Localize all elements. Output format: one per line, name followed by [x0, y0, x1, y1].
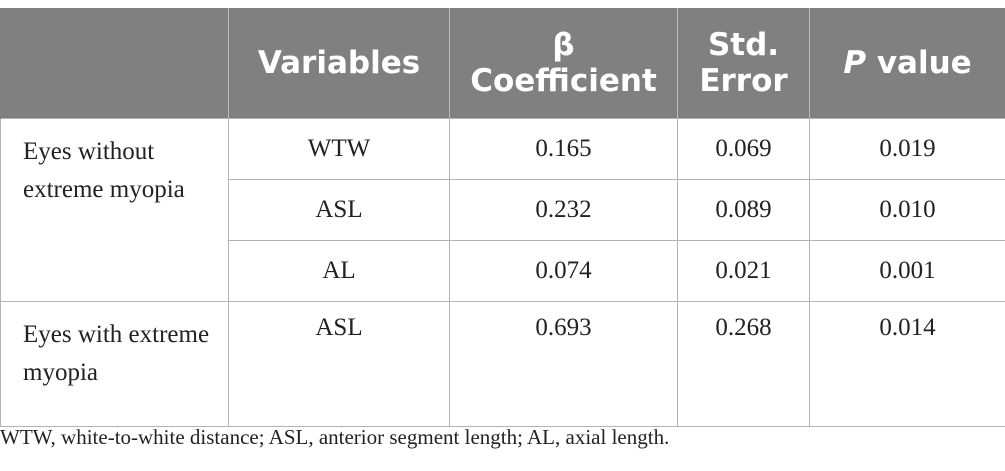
table-row: Eyes without extreme myopia WTW 0.165 0.… [0, 118, 1005, 302]
header-row: Variables β Coefficient Std. Error P val… [0, 8, 1005, 119]
group-label-with-extreme-myopia: Eyes with extreme myopia [0, 301, 229, 427]
header-beta-word: Coefficient [470, 63, 657, 99]
regression-table-container: Variables β Coefficient Std. Error P val… [0, 8, 1005, 427]
beta-cell: 0.074 [449, 240, 678, 302]
p-cell: 0.001 [809, 240, 1005, 302]
beta-cell: 0.165 [449, 118, 678, 180]
p-cell: 0.019 [809, 118, 1005, 180]
regression-table: Variables β Coefficient Std. Error P val… [0, 8, 1005, 427]
header-error-word: Error [699, 63, 788, 99]
variable-cell: AL [228, 240, 450, 302]
header-std-word: Std. [707, 27, 780, 63]
se-cell: 0.069 [677, 118, 810, 180]
table-header: Variables β Coefficient Std. Error P val… [0, 8, 1005, 119]
table-footnote: WTW, white-to-white distance; ASL, anter… [0, 425, 670, 449]
table-row: AL 0.074 0.021 0.001 [1, 240, 1005, 302]
beta-cell: 0.693 [449, 301, 678, 427]
p-cell: 0.010 [809, 179, 1005, 241]
header-p-letter: P [843, 45, 867, 81]
table-body: Eyes without extreme myopia WTW 0.165 0.… [0, 118, 1005, 427]
p-cell: 0.014 [809, 301, 1005, 427]
variable-cell: ASL [228, 179, 450, 241]
header-p-value: P value [809, 8, 1005, 119]
beta-cell: 0.232 [449, 179, 678, 241]
variable-cell: WTW [228, 118, 450, 180]
header-value-word: value [866, 45, 972, 81]
header-std-error: Std. Error [677, 8, 810, 119]
group-label-without-extreme-myopia: Eyes without extreme myopia [0, 118, 229, 302]
variable-cell: ASL [228, 301, 450, 427]
header-group [0, 8, 229, 119]
header-variables: Variables [228, 8, 450, 119]
header-beta-symbol: β [552, 27, 575, 63]
table-row: Eyes with extreme myopia ASL 0.693 0.268… [0, 301, 1005, 427]
se-cell: 0.021 [677, 240, 810, 302]
se-cell: 0.268 [677, 301, 810, 427]
header-beta-coefficient: β Coefficient [449, 8, 678, 119]
se-cell: 0.089 [677, 179, 810, 241]
